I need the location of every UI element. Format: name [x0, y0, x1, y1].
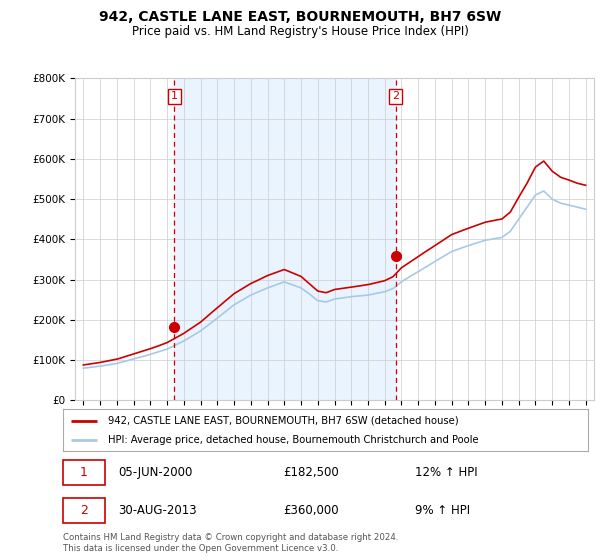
Text: Price paid vs. HM Land Registry's House Price Index (HPI): Price paid vs. HM Land Registry's House … [131, 25, 469, 38]
Text: £182,500: £182,500 [284, 466, 339, 479]
Text: 1: 1 [171, 91, 178, 101]
FancyBboxPatch shape [63, 498, 105, 522]
Text: 12% ↑ HPI: 12% ↑ HPI [415, 466, 478, 479]
Bar [175, 78, 396, 400]
FancyBboxPatch shape [63, 460, 105, 485]
Text: 1: 1 [80, 466, 88, 479]
Text: 2: 2 [392, 91, 400, 101]
Text: 05-JUN-2000: 05-JUN-2000 [118, 466, 193, 479]
Text: £360,000: £360,000 [284, 504, 339, 517]
Text: 9% ↑ HPI: 9% ↑ HPI [415, 504, 470, 517]
Text: HPI: Average price, detached house, Bournemouth Christchurch and Poole: HPI: Average price, detached house, Bour… [107, 435, 478, 445]
Text: 942, CASTLE LANE EAST, BOURNEMOUTH, BH7 6SW: 942, CASTLE LANE EAST, BOURNEMOUTH, BH7 … [99, 10, 501, 24]
Text: 942, CASTLE LANE EAST, BOURNEMOUTH, BH7 6SW (detached house): 942, CASTLE LANE EAST, BOURNEMOUTH, BH7 … [107, 416, 458, 426]
Text: 2: 2 [80, 504, 88, 517]
Text: Contains HM Land Registry data © Crown copyright and database right 2024.
This d: Contains HM Land Registry data © Crown c… [63, 533, 398, 553]
Text: 30-AUG-2013: 30-AUG-2013 [118, 504, 197, 517]
